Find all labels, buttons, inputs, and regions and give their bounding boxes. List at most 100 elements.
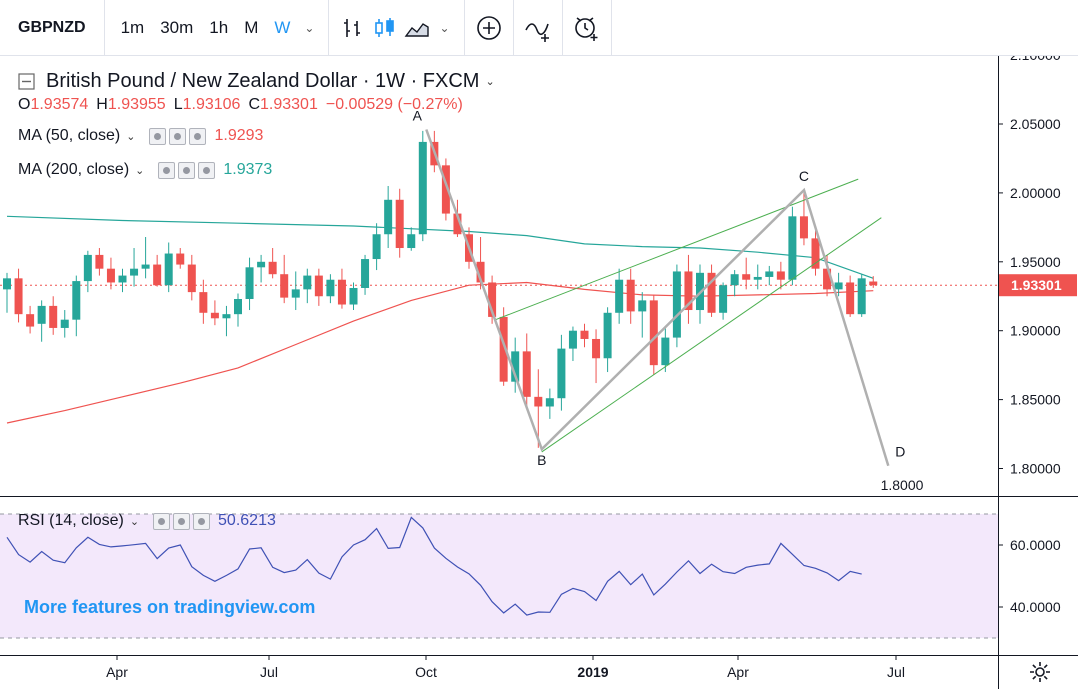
chevron-down-icon[interactable]: ⌄ <box>135 164 145 177</box>
candle-body <box>384 199 393 235</box>
chevron-down-icon[interactable]: ⌄ <box>485 76 495 88</box>
visibility-icon[interactable] <box>153 512 171 530</box>
interval-month-button[interactable]: M <box>244 17 259 37</box>
candle-body <box>811 238 820 269</box>
top-toolbar: GBPNZD 1m 30m 1h M W ⌄ ⌄ <box>0 0 1078 56</box>
wedge-trendline <box>495 178 859 321</box>
price-axis-label: 2.10000 <box>1010 56 1061 63</box>
interval-1h-button[interactable]: 1h <box>209 17 229 37</box>
interval-30m-button[interactable]: 30m <box>160 17 194 37</box>
legend-title-row: British Pound / New Zealand Dollar · 1W … <box>18 70 495 93</box>
candle-body <box>337 279 346 305</box>
ma200-legend[interactable]: MA (200, close) ⌄ 1.9373 <box>18 161 272 179</box>
candle-body <box>453 213 462 235</box>
gear-icon[interactable] <box>1026 658 1054 686</box>
candle-body <box>857 278 866 315</box>
candle-body <box>280 274 289 298</box>
remove-icon[interactable] <box>189 127 207 145</box>
ma200-label: MA (200, close) <box>18 161 130 178</box>
candle-body <box>257 261 266 268</box>
interval-week-button[interactable]: W <box>274 17 291 37</box>
symbol-search-button[interactable]: GBPNZD <box>0 0 105 56</box>
indicators-group <box>514 0 563 56</box>
candle-body <box>187 264 196 293</box>
bar-style-icon[interactable] <box>337 12 369 44</box>
candle-body <box>788 216 797 280</box>
candle-body <box>615 279 624 313</box>
candle-body <box>672 271 681 338</box>
candle-body <box>684 271 693 311</box>
candle-body <box>441 165 450 214</box>
area-style-icon[interactable] <box>401 12 433 44</box>
candle-body <box>372 234 381 260</box>
settings-icon[interactable] <box>169 127 187 145</box>
compare-icon[interactable] <box>473 12 505 44</box>
rsi-legend[interactable]: RSI (14, close) ⌄ 50.6213 <box>18 512 276 530</box>
remove-icon[interactable] <box>198 161 216 179</box>
candle-body <box>245 267 254 300</box>
candle-body <box>799 216 808 239</box>
ma50-legend[interactable]: MA (50, close) ⌄ 1.9293 <box>18 127 263 145</box>
candle-body <box>499 316 508 382</box>
price-axis-label: 1.90000 <box>1010 323 1061 339</box>
candle-body <box>349 287 358 305</box>
alert-group <box>563 0 612 56</box>
indicator-controls[interactable] <box>149 127 207 145</box>
rsi-value: 50.6213 <box>218 512 276 529</box>
price-axis-label: 1.80000 <box>1010 461 1061 477</box>
remove-icon[interactable] <box>193 512 211 530</box>
visibility-icon[interactable] <box>149 127 167 145</box>
candle-body <box>176 253 185 265</box>
chart-title: British Pound / New Zealand Dollar · 1W … <box>46 70 480 92</box>
candle-body <box>268 261 277 275</box>
collapse-legend-icon[interactable] <box>18 72 36 91</box>
candle-body <box>765 271 774 277</box>
settings-icon[interactable] <box>178 161 196 179</box>
candle-body <box>568 330 577 349</box>
chevron-down-icon[interactable]: ⌄ <box>129 515 140 528</box>
compare-group <box>465 0 514 56</box>
last-price-tag <box>999 274 1077 297</box>
candle-body <box>118 275 127 283</box>
candle-body <box>210 312 219 319</box>
price-chart[interactable]: 2.10000 2.05000 2.00000 1.95000 1.90000 1.850… <box>0 56 1078 689</box>
candle-body <box>638 300 647 312</box>
candle-body <box>823 268 832 290</box>
candle-body <box>592 338 601 359</box>
pattern-point-label: D <box>895 444 905 460</box>
candle-body <box>545 398 554 407</box>
indicator-controls[interactable] <box>158 161 216 179</box>
visibility-icon[interactable] <box>158 161 176 179</box>
candle-body <box>395 199 404 249</box>
chevron-down-icon[interactable]: ⌄ <box>439 20 450 35</box>
last-price-tag-label: 1.93301 <box>1011 277 1062 293</box>
candle-body <box>580 330 589 339</box>
interval-1m-button[interactable]: 1m <box>120 17 145 37</box>
indicator-controls[interactable] <box>153 512 211 530</box>
alert-icon[interactable] <box>571 12 603 44</box>
candle-body <box>141 264 150 269</box>
target-price-label: 1.8000 <box>881 477 924 493</box>
settings-icon[interactable] <box>173 512 191 530</box>
candle-body <box>407 234 416 249</box>
candle-body <box>291 289 300 298</box>
chevron-down-icon[interactable]: ⌄ <box>304 20 315 35</box>
candle-body <box>776 271 785 280</box>
candle-body <box>326 279 335 297</box>
time-axis-label: Oct <box>415 664 437 680</box>
candle-style-icon[interactable] <box>369 12 401 44</box>
high-value: 1.93955 <box>107 96 166 113</box>
rsi-label: RSI (14, close) <box>18 512 124 529</box>
rsi-line <box>6 516 862 616</box>
candle-body <box>222 314 231 319</box>
low-value: 1.93106 <box>182 96 241 113</box>
open-label: O <box>18 96 31 113</box>
rsi-band <box>0 514 998 638</box>
candle-body <box>719 285 728 313</box>
tradingview-link[interactable]: More features on tradingview.com <box>24 597 316 617</box>
candle-body <box>730 274 739 286</box>
indicators-icon[interactable] <box>522 12 554 44</box>
time-axis-label: Jul <box>260 664 278 680</box>
candle-body <box>3 278 11 290</box>
chevron-down-icon[interactable]: ⌄ <box>126 130 136 143</box>
